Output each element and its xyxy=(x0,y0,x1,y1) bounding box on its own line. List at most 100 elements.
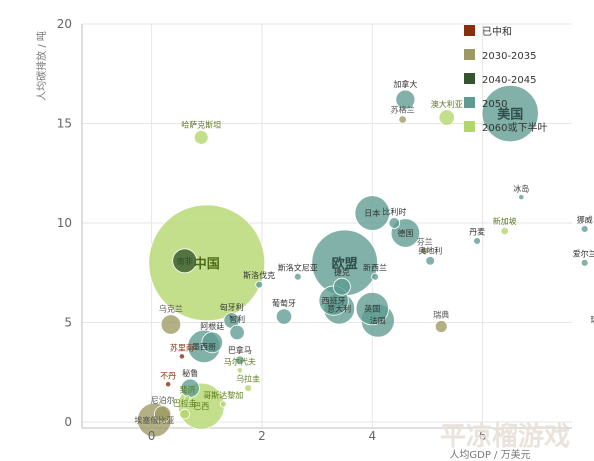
bubble-label: 奥地利 xyxy=(418,245,442,255)
bubble-peaked xyxy=(178,353,186,360)
bubble-y2060 xyxy=(193,130,209,145)
bubble-label: 匈牙利 xyxy=(220,302,244,312)
bubble-y2060 xyxy=(438,109,455,126)
bubble-y2050 xyxy=(201,331,224,354)
bubble-label: 埃塞俄比亚 xyxy=(134,415,174,425)
x-tick-label: 2 xyxy=(258,429,266,443)
x-axis-title: 人均GDP / 万美元 xyxy=(449,448,530,461)
legend-label: 2050 xyxy=(482,99,507,110)
bubble-label: 德国 xyxy=(397,228,413,238)
legend-swatch xyxy=(464,97,475,108)
bubble-y2060 xyxy=(500,226,509,236)
bubble-label: 智利 xyxy=(229,314,245,324)
bubble-label: 日本 xyxy=(364,208,380,218)
bubble-label: 澳大利亚 xyxy=(431,99,463,109)
legend-swatch xyxy=(464,25,475,36)
bubble-label: 哈萨克斯坦 xyxy=(181,120,221,130)
bubble-y2050 xyxy=(580,258,589,267)
bubble-y2030 xyxy=(420,247,429,255)
bubble-label: 乌克兰 xyxy=(159,304,183,314)
bubble-y2050 xyxy=(229,324,245,341)
bubble-label: 瑞士 xyxy=(590,315,594,325)
bubble-label: 法国 xyxy=(370,316,386,326)
bubble-label: 斯洛文尼亚 xyxy=(278,262,318,272)
bubble-label: 巴拉圭 xyxy=(173,398,197,408)
bubble-y2040 xyxy=(172,248,198,274)
bubble-label: 苏格兰 xyxy=(391,105,415,115)
bubble-label: 西班牙 xyxy=(322,296,346,306)
legend: 已中和 2030-2035 2040-2045 2050 2060或下半叶 xyxy=(464,25,547,134)
bubble-label: 加拿大 xyxy=(393,79,417,89)
bubble-label: 巴拿马 xyxy=(228,345,252,355)
bubble-y2050 xyxy=(473,237,481,245)
bubble-peaked xyxy=(165,381,172,388)
bubble-label: 斐济 xyxy=(179,384,195,394)
bubble-y2030 xyxy=(398,115,407,124)
bubble-label: 不丹 xyxy=(160,372,176,381)
bubble-y2060 xyxy=(244,384,253,393)
bubble-label: 墨西哥 xyxy=(192,342,216,351)
bubble-label: 芬兰 xyxy=(417,236,433,246)
legend-swatch xyxy=(464,49,475,60)
x-tick-label: 0 xyxy=(148,429,156,443)
bubble-y2050 xyxy=(355,291,389,326)
bubble-label: 英国 xyxy=(364,304,380,314)
watermark: 平凉榴游戏 xyxy=(440,422,570,452)
bubble-y2050 xyxy=(371,272,379,281)
bubble-y2060 xyxy=(148,204,266,322)
bubble-label: 秘鲁 xyxy=(182,368,198,378)
bubble-y2050 xyxy=(580,225,589,233)
bubble-label: 捷克 xyxy=(334,267,350,277)
bubble-layer xyxy=(136,84,594,438)
bubble-y2060 xyxy=(179,408,190,420)
bubble-label: 美国 xyxy=(497,107,523,123)
bubble-label: 苏里南 xyxy=(170,343,194,353)
bubble-label: 哥斯达黎加 xyxy=(203,390,243,400)
legend-label: 2060或下半叶 xyxy=(482,121,547,134)
bubble-y2050 xyxy=(275,308,293,325)
bubble-y2050 xyxy=(333,277,351,296)
bubble-label: 爱尔兰 xyxy=(573,248,594,258)
bubble-y2050 xyxy=(395,89,416,110)
bubble-y2050 xyxy=(388,217,401,229)
legend-swatch xyxy=(464,121,475,132)
bubble-y2030 xyxy=(160,314,182,335)
x-tick-label: 6 xyxy=(479,429,487,443)
y-axis-title: 人均碳排放 / 吨 xyxy=(35,31,48,101)
y-tick-label: 0 xyxy=(64,415,72,429)
bubble-label: 中国 xyxy=(194,256,220,272)
bubble-y2030 xyxy=(154,405,172,423)
legend-label: 2040-2045 xyxy=(482,75,537,86)
bubble-y2060 xyxy=(219,400,227,408)
y-tick-label: 15 xyxy=(57,117,72,131)
bubble-label: 意大利 xyxy=(327,304,351,314)
bubble-label: 比利时 xyxy=(382,207,406,217)
y-tick-label: 20 xyxy=(57,17,72,31)
bubble-label: 新西兰 xyxy=(363,262,387,272)
bubble-label: 挪威 xyxy=(577,215,593,225)
legend-swatch xyxy=(464,73,475,84)
bubble-label: 乌拉圭 xyxy=(236,374,260,384)
legend-label: 2030-2035 xyxy=(482,51,537,62)
bubble-label: 丹麦 xyxy=(469,226,485,236)
bubble-label: 瑞典 xyxy=(433,309,449,319)
bubble-label: 巴西 xyxy=(193,402,209,411)
bubble-label: 欧盟 xyxy=(332,256,358,272)
bubble-y2030 xyxy=(434,320,448,333)
bubble-y2050 xyxy=(235,355,245,366)
legend-label: 已中和 xyxy=(482,25,512,38)
tick-labels: 0 5 10 15 20 0 2 4 6 xyxy=(57,17,487,443)
bubble-y2050 xyxy=(293,272,302,281)
bubble-y2050 xyxy=(255,280,264,289)
bubble-y2050 xyxy=(425,256,435,266)
y-tick-label: 10 xyxy=(57,216,72,230)
bubble-y2060 xyxy=(184,395,191,402)
bubble-label: 斯洛伐克 xyxy=(243,270,275,280)
bubble-y2060 xyxy=(236,367,243,374)
bubble-label: 冰岛 xyxy=(513,183,529,193)
bubble-label: 南非 xyxy=(177,256,193,266)
bubble-label: 新加坡 xyxy=(493,216,517,226)
y-tick-label: 5 xyxy=(64,316,72,330)
